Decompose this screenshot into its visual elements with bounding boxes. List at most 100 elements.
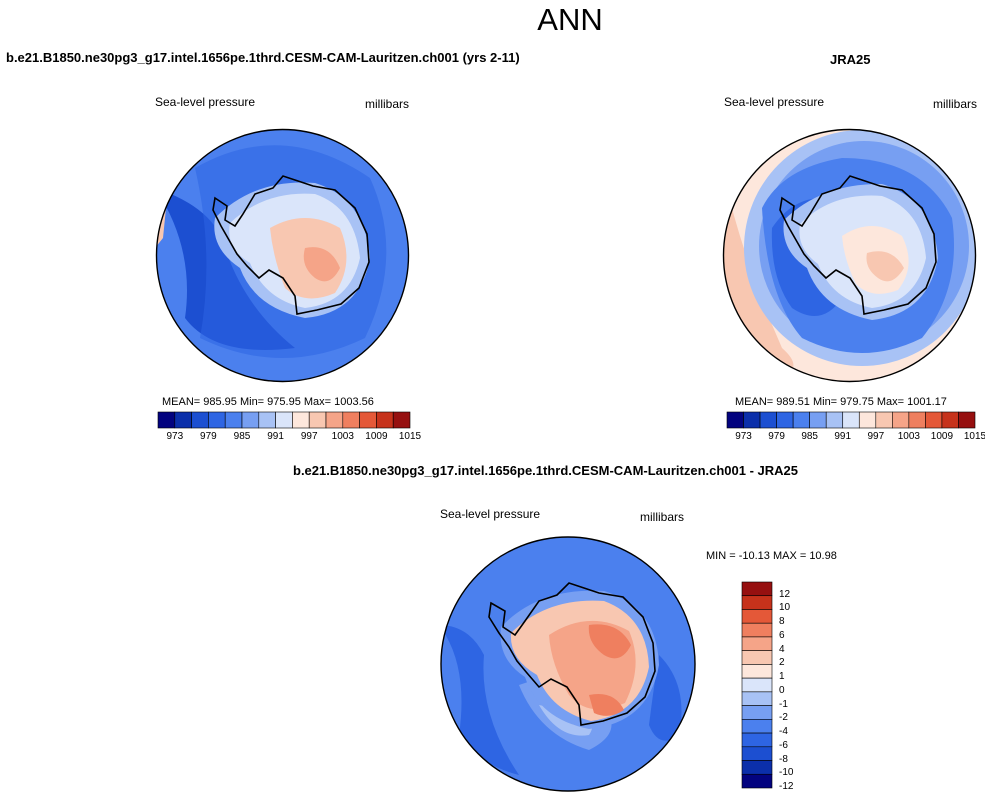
obs-variable-label: Sea-level pressure [724, 95, 825, 109]
colorbar-swatch [858, 411, 877, 429]
colorbar-swatch [741, 732, 773, 748]
colorbar-tick-label: 2 [779, 657, 785, 669]
obs-panel-title: JRA25 [830, 52, 871, 67]
colorbar-swatch [741, 581, 773, 597]
colorbar-swatch [908, 411, 926, 429]
colorbar-swatch [359, 411, 377, 429]
obs-field-interior-high [866, 251, 904, 282]
colorbar-swatch [224, 411, 243, 429]
colorbar-swatch [958, 411, 976, 429]
colorbar-swatch [792, 411, 810, 429]
colorbar-tick-label: -4 [779, 726, 788, 738]
model-colorbar [157, 411, 411, 429]
colorbar-swatch [258, 411, 276, 429]
obs-units-label: millibars [933, 97, 978, 111]
colorbar-tick-label: 0 [779, 684, 785, 696]
colorbar-swatch [191, 411, 209, 429]
colorbar-tick-label: -6 [779, 739, 788, 751]
colorbar-swatch [741, 760, 773, 775]
colorbar-swatch [292, 411, 310, 429]
page-title: ANN [537, 2, 603, 37]
colorbar-swatch [741, 691, 773, 706]
colorbar-swatch [741, 705, 773, 720]
colorbar-swatch [726, 411, 744, 429]
colorbar-swatch [241, 411, 260, 429]
colorbar-tick-label: 1015 [398, 431, 422, 442]
obs-map-border [722, 128, 977, 383]
colorbar-swatch [208, 411, 226, 429]
colorbar-tick-label: 991 [834, 431, 852, 442]
colorbar-swatch [925, 411, 943, 429]
colorbar-tick-label: 979 [200, 431, 217, 442]
colorbar-tick-label: 991 [267, 431, 284, 442]
model-field-interior-high [303, 247, 340, 282]
colorbar-tick-label: 997 [867, 431, 885, 442]
colorbar-swatch [741, 664, 773, 679]
diff-units-label: millibars [640, 510, 685, 524]
obs-map [722, 128, 977, 383]
colorbar-tick-label: 997 [300, 431, 318, 442]
colorbar-tick-label: 979 [768, 431, 785, 442]
colorbar-tick-label: 985 [233, 431, 251, 442]
colorbar-tick-label: -8 [779, 753, 788, 765]
colorbar-swatch [741, 650, 773, 665]
colorbar-tick-label: 1 [779, 671, 785, 683]
diff-panel-title: b.e21.B1850.ne30pg3_g17.intel.1656pe.1th… [293, 463, 799, 478]
colorbar-swatch [741, 773, 773, 789]
diff-antarctica-coastline [488, 582, 656, 726]
colorbar-tick-label: 4 [779, 643, 785, 655]
colorbar-tick-label: 8 [779, 616, 785, 628]
model-map [155, 128, 410, 383]
colorbar-swatch [342, 411, 360, 429]
colorbar-tick-label: -12 [779, 781, 794, 792]
colorbar-swatch [308, 411, 327, 429]
colorbar-swatch [392, 411, 411, 429]
colorbar-tick-label: 973 [166, 431, 184, 442]
colorbar-swatch [743, 411, 761, 429]
colorbar-swatch [825, 411, 844, 429]
diff-stats: MIN = -10.13 MAX = 10.98 [706, 550, 837, 562]
colorbar-swatch [759, 411, 777, 429]
diff-field-interior-peak [588, 624, 631, 659]
colorbar-swatch [776, 411, 794, 429]
model-variable-label: Sea-level pressure [155, 95, 256, 109]
colorbar-tick-label: 12 [779, 588, 791, 600]
colorbar-swatch [275, 411, 293, 429]
colorbar-swatch [741, 609, 773, 624]
colorbar-tick-label: 6 [779, 629, 785, 641]
model-stats: MEAN= 985.95 Min= 975.95 Max= 1003.56 [162, 396, 374, 408]
colorbar-tick-label: 985 [801, 431, 818, 442]
model-antarctica-coastline [212, 175, 370, 315]
colorbar-tick-label: -10 [779, 767, 794, 779]
diff-map [440, 536, 696, 792]
diff-field-east-low [649, 655, 682, 741]
colorbar-tick-label: -2 [779, 712, 788, 724]
colorbar-swatch [741, 622, 773, 638]
diff-colorbar [741, 581, 773, 789]
colorbar-tick-label: 1009 [365, 431, 388, 442]
diff-variable-label: Sea-level pressure [440, 507, 541, 521]
colorbar-swatch [892, 411, 910, 429]
colorbar-swatch [174, 411, 192, 429]
colorbar-tick-label: 1003 [897, 431, 920, 442]
diff-map-border [440, 536, 696, 792]
colorbar-swatch [875, 411, 893, 429]
colorbar-swatch [741, 719, 773, 734]
diff-field-east-peak [589, 694, 624, 716]
colorbar-swatch [842, 411, 860, 429]
colorbar-swatch [741, 595, 773, 610]
colorbar-tick-label: 1009 [930, 431, 954, 442]
obs-colorbar [726, 411, 976, 429]
obs-stats: MEAN= 989.51 Min= 979.75 Max= 1001.17 [735, 396, 947, 408]
colorbar-swatch [741, 746, 773, 761]
colorbar-tick-label: 1003 [331, 431, 354, 442]
colorbar-swatch [325, 411, 344, 429]
model-panel-title: b.e21.B1850.ne30pg3_g17.intel.1656pe.1th… [6, 50, 520, 65]
colorbar-tick-label: 973 [735, 431, 752, 442]
colorbar-swatch [376, 411, 394, 429]
diff-field-west-low [441, 625, 519, 775]
colorbar-swatch [809, 411, 827, 429]
colorbar-tick-label: 1015 [963, 431, 985, 442]
obs-antarctica-coastline [779, 175, 937, 315]
colorbar-swatch [941, 411, 959, 429]
